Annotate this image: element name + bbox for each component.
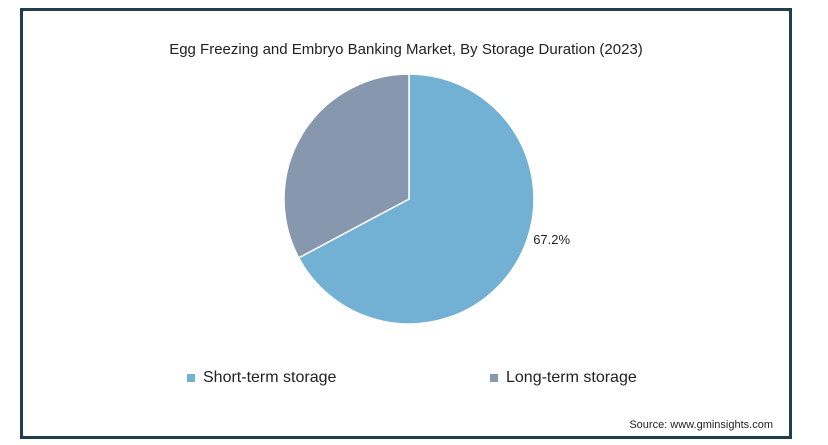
legend-label: Long-term storage [506,369,637,386]
legend-swatch [187,374,195,382]
legend-swatch [490,374,498,382]
legend-item-long-term: Long-term storage [490,369,637,387]
pie-chart: 67.2% [283,73,570,325]
pie-data-labels: 67.2% [533,232,570,247]
source-note: Source: www.gminsights.com [629,419,773,431]
chart-frame: Egg Freezing and Embryo Banking Market, … [20,8,792,439]
legend-item-short-term: Short-term storage [187,369,336,387]
chart-title: Egg Freezing and Embryo Banking Market, … [169,41,643,58]
pie-slice-long-term-storage [283,73,410,259]
pie-slices [283,73,535,325]
pie-slice-short-term-storage [297,73,535,325]
chart-legend: Short-term storage Long-term storage [23,369,789,393]
pie-data-label: 67.2% [533,232,570,247]
legend-label: Short-term storage [203,369,337,386]
